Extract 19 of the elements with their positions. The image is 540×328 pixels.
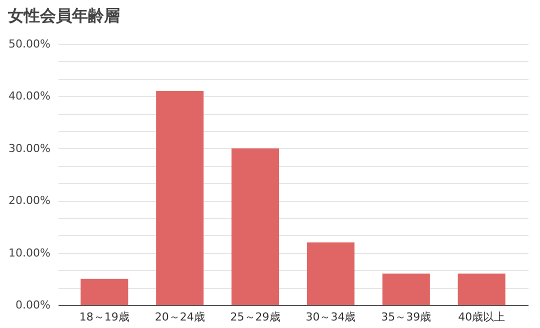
bar [458,274,506,305]
x-tick-label: 40歳以上 [458,310,506,324]
y-tick-label: 50.00% [8,38,50,50]
bar [306,242,354,305]
y-tick-label: 40.00% [8,90,50,103]
y-tick-label: 0.00% [16,298,50,312]
chart-title: 女性会員年齢層 [7,6,120,25]
x-tick-label: 18～19歳 [79,310,130,324]
bar [80,278,128,305]
x-tick-label: 20～24歳 [154,310,205,324]
bar [382,274,430,305]
x-tick-label: 25～29歳 [230,310,280,324]
bar [156,90,204,305]
y-tick-label: 10.00% [8,246,50,260]
x-tick-label: 30～34歳 [306,310,356,324]
y-tick-label: 20.00% [8,194,50,208]
bar [232,148,280,305]
x-tick-label: 35～39歳 [381,310,432,324]
y-tick-label: 30.00% [8,142,50,155]
